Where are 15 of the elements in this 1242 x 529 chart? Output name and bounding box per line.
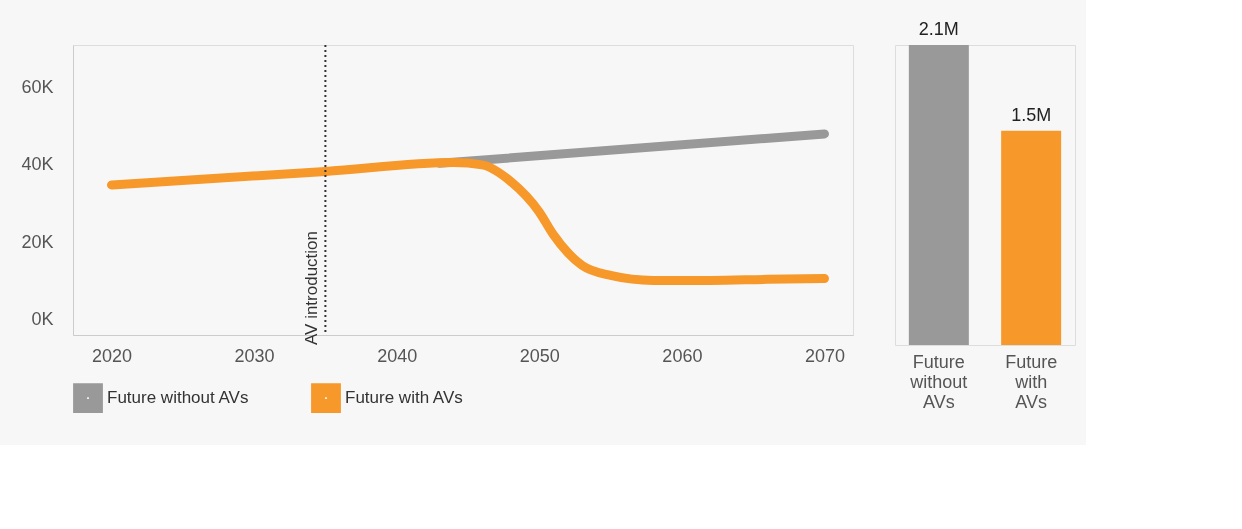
x-tick-label: 2030	[234, 345, 275, 366]
y-tick-label: 40K	[21, 154, 54, 175]
x-tick-label: Future without AVs	[909, 351, 968, 412]
y-tick-label: 60K	[21, 77, 54, 98]
x-tick-label: 2070	[804, 345, 845, 366]
x-tick-label: 2050	[519, 345, 560, 366]
ref-line-label: AV introduction	[302, 230, 322, 345]
y-tick-label: 20K	[21, 231, 54, 252]
data-label: 1.5M	[1011, 104, 1052, 125]
data-label: 2.1M	[918, 19, 959, 39]
x-tick-label: 2060	[662, 345, 703, 366]
x-tick-label: 2040	[377, 345, 418, 366]
x-tick-label: Future with AVs	[1005, 351, 1058, 412]
x-tick-label: 2020	[91, 345, 133, 366]
y-tick-label: 0K	[31, 309, 54, 330]
